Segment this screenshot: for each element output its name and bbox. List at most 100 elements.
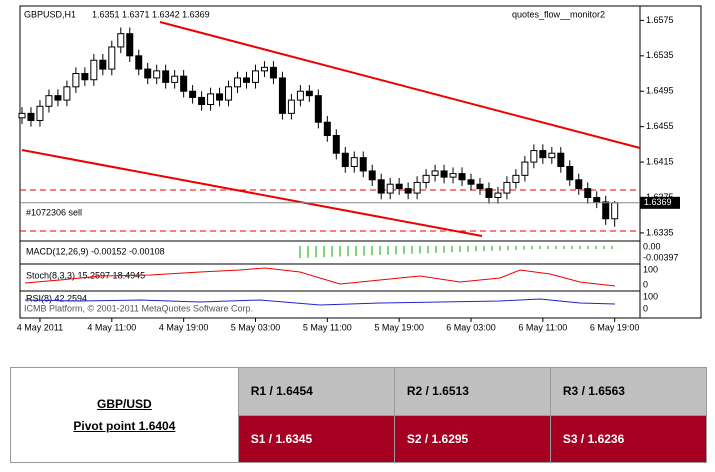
candle-body bbox=[539, 150, 547, 159]
candle-body bbox=[404, 188, 412, 194]
candle-body bbox=[602, 201, 610, 220]
candle-body bbox=[287, 99, 295, 114]
candle-body bbox=[251, 70, 259, 83]
stoch-scale: 0 bbox=[643, 279, 648, 289]
r-cell: R3 / 1.6563 bbox=[549, 367, 708, 416]
channel-line bbox=[159, 21, 641, 149]
indicator-name: quotes_flow__monitor2 bbox=[512, 9, 605, 19]
candle-body bbox=[45, 95, 53, 107]
candle-body bbox=[234, 77, 242, 88]
candle-body bbox=[593, 196, 601, 203]
last-price-label: 1.6369 bbox=[644, 197, 672, 207]
x-tick-label: 4 May 2011 bbox=[17, 322, 63, 332]
macd-label: MACD(12,26,9) -0.00152 -0.00108 bbox=[26, 246, 165, 256]
candle-body bbox=[485, 188, 493, 198]
candle-body bbox=[584, 188, 592, 198]
candle-body bbox=[260, 66, 268, 72]
chart-title: GBPUSD,H1 bbox=[24, 9, 76, 19]
macd-scale: 0.00 bbox=[643, 241, 661, 251]
candle-body bbox=[377, 179, 385, 194]
rsi-line bbox=[24, 298, 616, 306]
s-cell: S2 / 1.6295 bbox=[393, 414, 551, 463]
rsi-scale: 100 bbox=[643, 291, 658, 301]
candle-body bbox=[368, 170, 376, 181]
candle-body bbox=[36, 105, 44, 121]
s-cell: S3 / 1.6236 bbox=[549, 414, 708, 463]
stoch-label: Stoch(8,3,3) 15.2597 18.4945 bbox=[26, 270, 145, 280]
candle-body bbox=[198, 96, 206, 106]
candle-body bbox=[27, 112, 35, 121]
pair: GBP/USD bbox=[97, 397, 152, 411]
candle-body bbox=[323, 121, 331, 137]
pivot: Pivot point 1.6404 bbox=[73, 419, 176, 433]
candle-body bbox=[494, 192, 502, 198]
candle-body bbox=[332, 135, 340, 154]
candle-body bbox=[144, 68, 152, 79]
order-label: #1072306 sell bbox=[26, 207, 82, 217]
candle-body bbox=[243, 77, 250, 83]
candle-body bbox=[449, 173, 457, 178]
candle-body bbox=[126, 33, 134, 57]
candle-body bbox=[135, 55, 143, 70]
x-tick-label: 6 May 03:00 bbox=[446, 322, 496, 332]
candle-body bbox=[611, 202, 619, 220]
candle-body bbox=[72, 73, 80, 88]
candle-body bbox=[476, 183, 484, 190]
candle-body bbox=[413, 181, 421, 194]
candle-body bbox=[566, 166, 574, 181]
candle-body bbox=[108, 46, 116, 70]
candle-body bbox=[117, 33, 125, 48]
x-tick-label: 4 May 19:00 bbox=[159, 322, 209, 332]
candle-body bbox=[503, 181, 511, 194]
candle-body bbox=[54, 95, 62, 101]
candle-body bbox=[296, 90, 304, 101]
x-tick-label: 6 May 19:00 bbox=[590, 322, 640, 332]
y-tick-label: 1.6335 bbox=[646, 227, 674, 237]
candle-body bbox=[207, 93, 215, 106]
macd-scale: -0.00397 bbox=[643, 252, 679, 262]
last-price-box bbox=[640, 196, 680, 209]
x-tick-label: 5 May 11:00 bbox=[303, 322, 352, 332]
candle-body bbox=[278, 77, 286, 114]
pair-cell: GBP/USD Pivot point 1.6404 bbox=[10, 367, 239, 463]
candle-body bbox=[81, 73, 89, 81]
candle-body bbox=[431, 170, 439, 176]
candle-body bbox=[99, 59, 107, 70]
y-tick-label: 1.6575 bbox=[646, 15, 674, 25]
y-tick-label: 1.6415 bbox=[646, 156, 674, 166]
x-tick-label: 5 May 19:00 bbox=[374, 322, 424, 332]
s-cell: S1 / 1.6345 bbox=[237, 414, 395, 463]
candle-body bbox=[63, 86, 71, 101]
candle-body bbox=[341, 152, 349, 168]
candle-body bbox=[18, 112, 26, 119]
rsi-label: RSI(8) 42.2594 bbox=[26, 293, 87, 303]
candle-body bbox=[171, 75, 179, 83]
candle-body bbox=[530, 150, 538, 163]
candle-body bbox=[305, 90, 313, 97]
stoch-line bbox=[24, 267, 616, 287]
channel-line bbox=[21, 149, 483, 237]
candle-body bbox=[395, 183, 403, 190]
rsi-scale: 0 bbox=[643, 303, 648, 313]
candle-body bbox=[548, 152, 556, 159]
ohlc-header: 1.6351 1.6371 1.6342 1.6369 bbox=[92, 9, 210, 19]
candle-body bbox=[440, 170, 448, 178]
candle-body bbox=[269, 66, 277, 79]
candle-body bbox=[359, 157, 367, 172]
watermark: ICMB Platform, © 2001-2011 MetaQuotes So… bbox=[24, 303, 253, 313]
candle-body bbox=[162, 70, 170, 83]
candle-body bbox=[386, 183, 394, 194]
y-tick-label: 1.6455 bbox=[646, 121, 674, 131]
candle-body bbox=[557, 152, 565, 168]
candle-body bbox=[153, 70, 161, 79]
candle-body bbox=[575, 179, 583, 190]
candle-body bbox=[350, 157, 358, 168]
y-tick-label: 1.6495 bbox=[646, 86, 674, 96]
candle-body bbox=[180, 75, 188, 92]
r-cell: R1 / 1.6454 bbox=[237, 367, 395, 416]
candle-body bbox=[90, 59, 98, 81]
x-tick-label: 5 May 03:00 bbox=[231, 322, 281, 332]
candle-body bbox=[314, 95, 322, 123]
y-tick-label: 1.6535 bbox=[646, 50, 674, 60]
candle-body bbox=[422, 174, 430, 183]
